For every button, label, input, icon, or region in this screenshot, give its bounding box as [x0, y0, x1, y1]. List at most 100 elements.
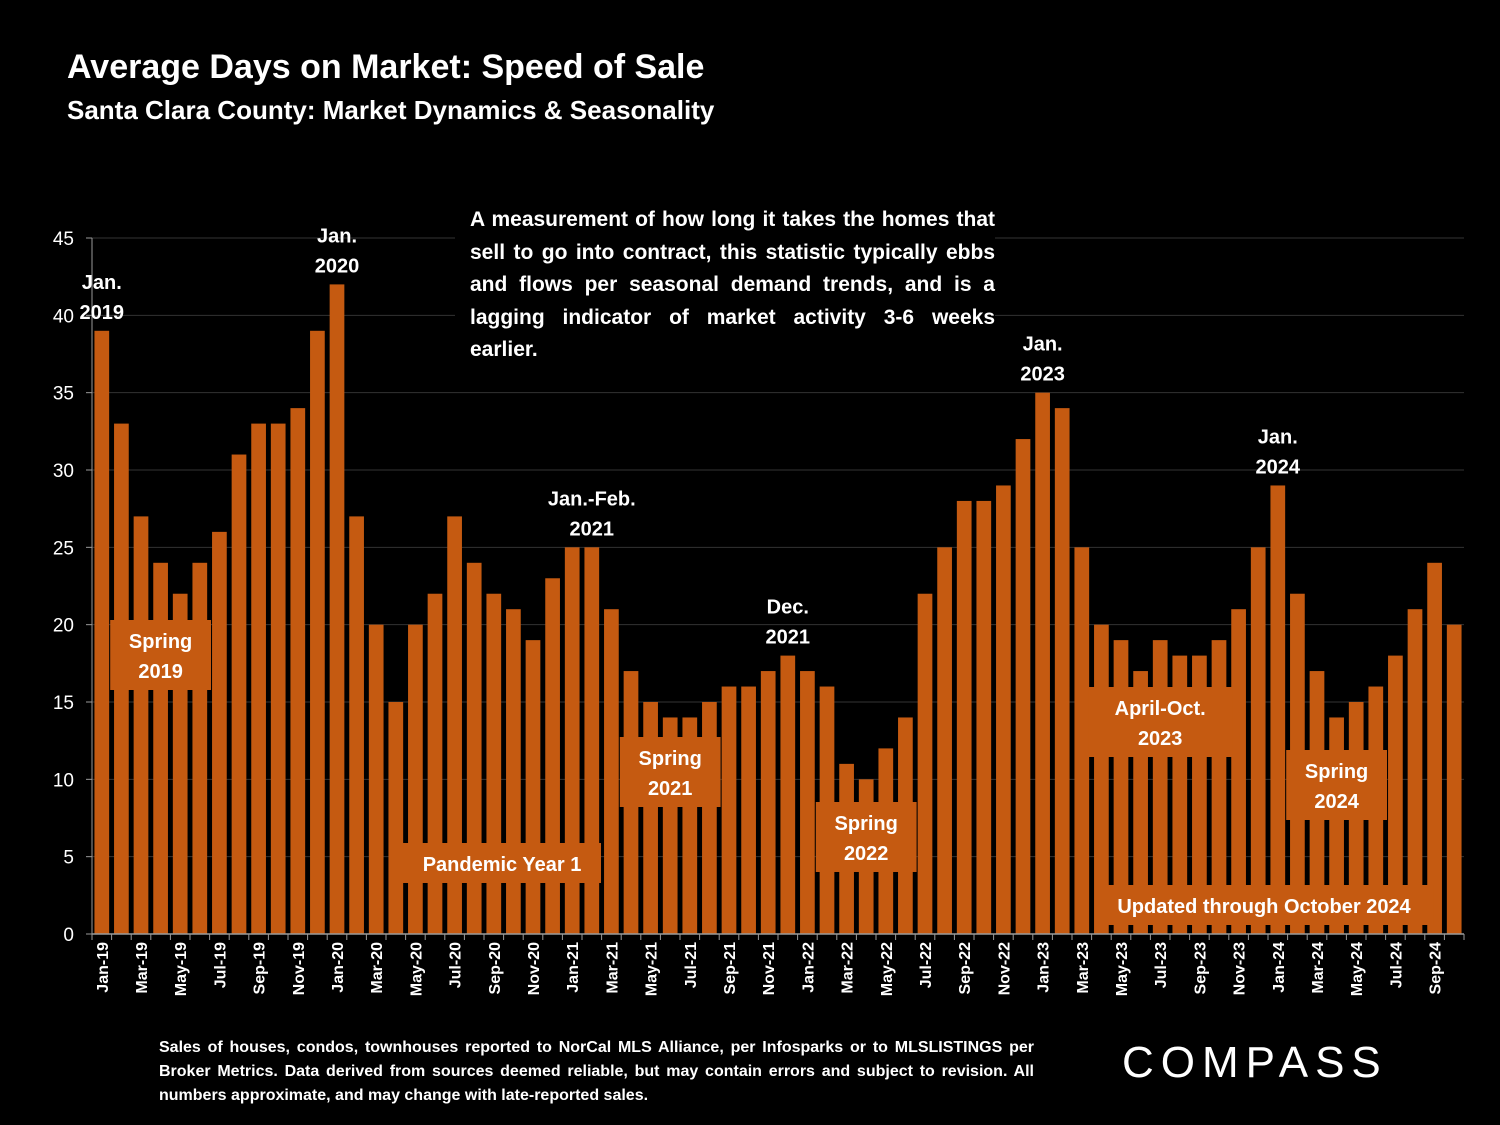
bar-Nov-19: [290, 408, 306, 935]
annotation-text: Dec.: [767, 597, 809, 619]
x-tick-label: Mar-24: [1310, 942, 1327, 994]
y-tick-label: 10: [53, 770, 74, 791]
x-tick-label: Nov-22: [996, 942, 1013, 995]
bar-Jan-22: [800, 671, 815, 934]
x-tick-label: Nov-23: [1232, 942, 1249, 995]
chart-description: A measurement of how long it takes the h…: [455, 204, 995, 367]
bar-Sep-22: [956, 500, 972, 934]
annotation-spring-2022: Spring 2022: [815, 802, 917, 872]
x-tick-label: Mar-20: [369, 942, 386, 994]
annotation-text: 2020: [315, 255, 360, 277]
annotation-text: 2024: [1256, 456, 1301, 478]
x-tick-label: Sep-22: [957, 942, 974, 995]
annotation-jan-feb-2021: Jan.-Feb. 2021: [548, 488, 636, 540]
x-tick-label: Jul-23: [1153, 942, 1170, 988]
bar-Jan-21: [564, 547, 580, 934]
bar-Aug-20: [466, 562, 482, 934]
annotation-text: Spring: [639, 748, 702, 770]
x-tick-label: Jan-21: [565, 942, 582, 993]
annotation-text: Jan.: [1258, 426, 1298, 448]
x-tick-label: May-24: [1349, 942, 1366, 996]
chart-subtitle: Santa Clara County: Market Dynamics & Se…: [67, 95, 715, 125]
x-tick-label: Nov-21: [761, 942, 778, 995]
bar-Feb-23: [1054, 408, 1070, 935]
bar-Apr-19: [153, 562, 168, 934]
annotation-text: Spring: [1305, 761, 1368, 783]
bar-Jan-23: [1035, 392, 1050, 935]
annotation-text: Jan.: [317, 225, 357, 247]
bar-Feb-20: [349, 516, 364, 934]
bar-Oct-20: [506, 609, 521, 934]
annotation-text: 2019: [138, 661, 183, 683]
x-tick-label: Jul-22: [918, 942, 935, 988]
x-tick-label: Mar-22: [840, 942, 857, 994]
x-tick-label: Jan-19: [95, 942, 112, 993]
annotation-box: [403, 843, 601, 883]
annotation-box: [1286, 750, 1387, 820]
y-tick-label: 0: [63, 925, 74, 946]
bar-Mar-23: [1074, 547, 1090, 934]
x-tick-label: Sep-24: [1428, 942, 1445, 995]
x-tick-label: Jul-19: [212, 942, 229, 988]
annotation-pandemic-year-1: Pandemic Year 1: [403, 843, 601, 883]
x-tick-label: Jan-24: [1271, 942, 1288, 993]
bar-Nov-22: [996, 485, 1011, 934]
bar-Dec-23: [1250, 547, 1266, 934]
bar-Jul-19: [212, 531, 227, 934]
bar-Jul-22: [917, 593, 933, 934]
annotation-text: 2021: [570, 518, 615, 540]
bar-Sep-24: [1427, 562, 1442, 934]
annotation-jan-2024: Jan. 2024: [1256, 426, 1301, 478]
x-tick-label: Sep-19: [252, 942, 269, 995]
bar-Nov-21: [760, 671, 776, 934]
bar-Apr-20: [388, 702, 404, 934]
y-tick-label: 20: [53, 616, 74, 637]
x-tick-label: Jul-20: [448, 942, 465, 988]
bar-Oct-24: [1446, 624, 1462, 934]
annotation-text: Jan.-Feb.: [548, 488, 636, 510]
bar-Aug-21: [702, 702, 717, 934]
annotation-text: 2023: [1138, 728, 1183, 750]
bar-Jun-19: [192, 562, 208, 934]
bar-Mar-21: [604, 609, 619, 934]
annotation-jan-2019: Jan. 2019: [80, 272, 125, 324]
annotation-text: 2019: [80, 302, 125, 324]
y-tick-label: 5: [63, 848, 74, 869]
x-tick-label: May-21: [644, 942, 661, 996]
y-tick-label: 45: [53, 229, 74, 250]
bar-Mar-19: [133, 516, 149, 934]
annotation-jan-2023: Jan. 2023: [1020, 334, 1065, 386]
x-tick-label: Sep-23: [1192, 942, 1209, 995]
annotation-dec-2021: Dec. 2021: [766, 597, 811, 649]
annotation-box: [815, 802, 917, 872]
x-tick-label: Sep-20: [487, 942, 504, 995]
annotation-text: Updated through October 2024: [1117, 896, 1411, 918]
bar-Jan-19: [94, 330, 110, 934]
x-tick-label: May-23: [1114, 942, 1131, 996]
annotation-box: [1094, 885, 1434, 925]
annotation-text: Jan.: [1023, 334, 1063, 356]
bar-May-21: [643, 702, 658, 934]
x-tick-label: Jan-20: [330, 942, 347, 993]
annotation-april-oct-2023: April-Oct. 2023: [1088, 687, 1233, 757]
annotation-text: 2024: [1314, 791, 1359, 813]
x-tick-label: May-22: [879, 942, 896, 996]
bar-May-20: [408, 624, 423, 934]
bar-Aug-22: [937, 547, 952, 934]
x-tick-label: Jul-24: [1388, 942, 1405, 988]
bar-Jan-24: [1270, 485, 1286, 934]
annotation-updated-through-october-2024: Updated through October 2024: [1094, 885, 1434, 925]
x-tick-label: Jul-21: [683, 942, 700, 988]
annotation-jan-2020: Jan. 2020: [315, 225, 360, 277]
annotation-text: 2023: [1020, 364, 1065, 386]
annotation-text: Jan.: [82, 272, 122, 294]
annotation-spring-2021: Spring 2021: [619, 737, 721, 807]
y-tick-label: 40: [53, 306, 74, 327]
x-tick-label: Mar-23: [1075, 942, 1092, 994]
y-tick-label: 30: [53, 461, 74, 482]
y-tick-label: 35: [53, 384, 74, 405]
x-tick-label: Nov-19: [291, 942, 308, 995]
x-tick-label: Jan-22: [800, 942, 817, 993]
bar-Nov-20: [525, 640, 541, 934]
